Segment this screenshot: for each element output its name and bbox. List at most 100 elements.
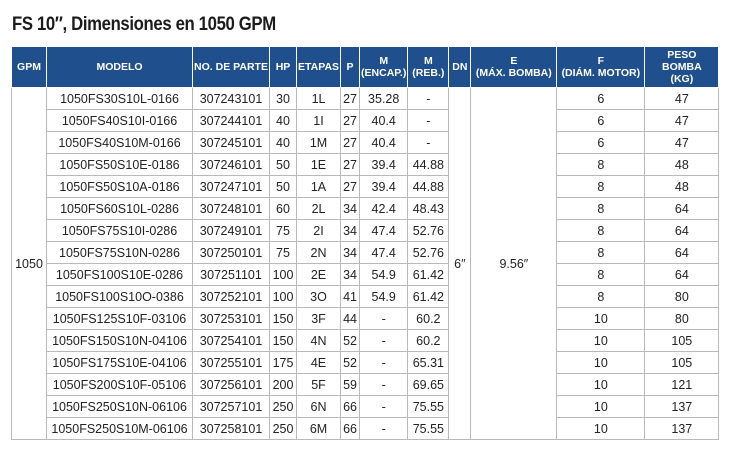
cell-peso: 105 xyxy=(644,329,720,352)
cell-f: 8 xyxy=(556,241,646,264)
table-row: 1050FS200S10F-05106 307256101 200 5F 59-69.6… xyxy=(12,373,720,396)
cell-hp: 75 xyxy=(269,241,297,264)
table-row: 1050FS50S10E-0186 307246101 50 1E 27 39.4 44.8… xyxy=(12,153,720,176)
cell-m-encap: 40.4 xyxy=(359,109,409,132)
cell-modelo: 1050FS30S10L-0166 xyxy=(46,87,193,110)
table-row: 1050 1050FS30S10L-0166 307243101 30 1L 27 35.2… xyxy=(11,87,720,440)
cell-modelo: 1050FS40S10I-0166 xyxy=(46,109,193,132)
cell-peso: 105 xyxy=(644,351,720,374)
cell-p: 34 xyxy=(340,197,361,220)
cell-hp: 40 xyxy=(269,131,297,154)
cell-peso: 64 xyxy=(644,219,720,242)
table-body: 1050 1050FS30S10L-0166 307243101 30 1L 27 35.2… xyxy=(11,87,720,440)
header-no-parte: NO. DE PARTE xyxy=(192,46,270,88)
cell-etapas: 2N xyxy=(295,241,342,264)
cell-modelo: 1050FS250S10M-06106 xyxy=(46,417,193,440)
cell-m-encap: 47.4 xyxy=(359,219,409,242)
cell-p: 34 xyxy=(340,241,361,264)
cell-m-reb: 61.42 xyxy=(407,285,450,308)
table-row: 1050FS250S10N-06106 307257101 250 6N 66-75.5… xyxy=(12,395,720,418)
cell-m-encap: 35.28 xyxy=(359,87,409,110)
cell-f: 10 xyxy=(556,307,646,330)
cell-peso: 80 xyxy=(644,285,720,308)
cell-peso: 137 xyxy=(644,395,720,418)
cell-no-parte: 307248101 xyxy=(192,197,270,220)
cell-m-reb: 52.76 xyxy=(407,219,450,242)
cell-m-reb: 65.31 xyxy=(407,351,450,374)
table-row: 1050FS100S10E-0286 307251101 100 2E 34 54.9 61… xyxy=(12,263,720,286)
cell-f: 10 xyxy=(556,351,646,374)
cell-peso: 47 xyxy=(644,109,720,132)
header-f-line1: F xyxy=(597,55,605,67)
cell-f: 8 xyxy=(556,219,646,242)
cell-peso: 47 xyxy=(644,131,720,154)
cell-no-parte: 307255101 xyxy=(192,351,270,374)
cell-m-reb: 52.76 xyxy=(407,241,450,264)
cell-p: 34 xyxy=(340,219,361,242)
cell-p: 44 xyxy=(340,307,361,330)
header-hp: HP xyxy=(269,46,297,88)
cell-modelo: 1050FS50S10A-0186 xyxy=(46,175,193,198)
header-e-line2: (MÁX. BOMBA) xyxy=(475,67,552,79)
cell-modelo: 1050FS200S10F-05106 xyxy=(46,373,193,396)
table-row: 1050FS75S10N-0286 307250101 75 2N 34 47.4 52.7… xyxy=(12,241,720,264)
cell-hp: 150 xyxy=(269,329,297,352)
cell-no-parte: 307254101 xyxy=(192,329,270,352)
cell-hp: 200 xyxy=(269,373,297,396)
cell-modelo: 1050FS40S10M-0166 xyxy=(46,131,193,154)
cell-etapas: 6N xyxy=(295,395,342,418)
cell-modelo: 1050FS100S10O-0386 xyxy=(46,285,193,308)
cell-m-reb: 48.43 xyxy=(407,197,450,220)
cell-etapas: 2L xyxy=(295,197,342,220)
cell-p: 27 xyxy=(340,109,361,132)
cell-m-reb: - xyxy=(407,87,450,110)
cell-gpm: 1050 xyxy=(11,87,47,440)
cell-no-parte: 307251101 xyxy=(192,263,270,286)
table-row: 1050FS75S10I-0286 307249101 75 2I 34 47.4 52.7… xyxy=(12,219,720,242)
cell-hp: 250 xyxy=(269,417,297,440)
cell-modelo: 1050FS75S10I-0286 xyxy=(46,219,193,242)
cell-dn: 6″ xyxy=(448,87,472,440)
cell-no-parte: 307250101 xyxy=(192,241,270,264)
table-row: 1050FS175S10E-04106 307255101 175 4E 52-65.3… xyxy=(12,351,720,374)
header-f: F (DIÁM. MOTOR) xyxy=(556,46,646,88)
cell-p: 41 xyxy=(340,285,361,308)
cell-hp: 250 xyxy=(269,395,297,418)
cell-p: 59 xyxy=(340,373,361,396)
header-gpm: GPM xyxy=(11,46,47,88)
cell-p: 66 xyxy=(340,417,361,440)
cell-no-parte: 307244101 xyxy=(192,109,270,132)
cell-p: 34 xyxy=(340,263,361,286)
cell-f: 8 xyxy=(556,197,646,220)
cell-no-parte: 307252101 xyxy=(192,285,270,308)
cell-hp: 150 xyxy=(269,307,297,330)
cell-peso: 80 xyxy=(644,307,720,330)
header-m-reb-line1: M xyxy=(423,55,433,67)
cell-m-encap: 42.4 xyxy=(359,197,409,220)
cell-m-encap: 54.9 xyxy=(359,285,409,308)
table-row: 1050FS100S10O-0386 307252101 100 3O 41 54.9 61… xyxy=(12,285,720,308)
cell-modelo: 1050FS150S10N-04106 xyxy=(46,329,193,352)
cell-peso: 64 xyxy=(644,197,720,220)
cell-f: 8 xyxy=(556,263,646,286)
cell-etapas: 2E xyxy=(295,263,342,286)
table-row: 1050FS50S10A-0186 307247101 50 1A 27 39.4 44.8… xyxy=(12,175,720,198)
cell-modelo: 1050FS50S10E-0186 xyxy=(46,153,193,176)
header-m-encap: M (ENCAP.) xyxy=(359,46,409,88)
cell-f: 10 xyxy=(556,329,646,352)
header-m-reb-line2: (REB.) xyxy=(412,67,445,79)
cell-f: 6 xyxy=(556,131,646,154)
cell-f: 8 xyxy=(556,153,646,176)
cell-no-parte: 307243101 xyxy=(192,87,270,110)
cell-etapas: 1E xyxy=(295,153,342,176)
header-f-line2: (DIÁM. MOTOR) xyxy=(561,67,641,79)
cell-hp: 40 xyxy=(269,109,297,132)
cell-no-parte: 307245101 xyxy=(192,131,270,154)
cell-etapas: 1L xyxy=(295,87,342,110)
cell-m-encap: 40.4 xyxy=(359,131,409,154)
dimensions-table: GPM MODELO NO. DE PARTE HP ETAPAS P M (EN… xyxy=(11,46,720,440)
table-row: 1050FS250S10M-06106 307258101 250 6M 66-75.5… xyxy=(12,417,720,440)
cell-modelo: 1050FS175S10E-04106 xyxy=(46,351,193,374)
cell-etapas: 1I xyxy=(295,109,342,132)
cell-m-encap: 39.4 xyxy=(359,153,409,176)
